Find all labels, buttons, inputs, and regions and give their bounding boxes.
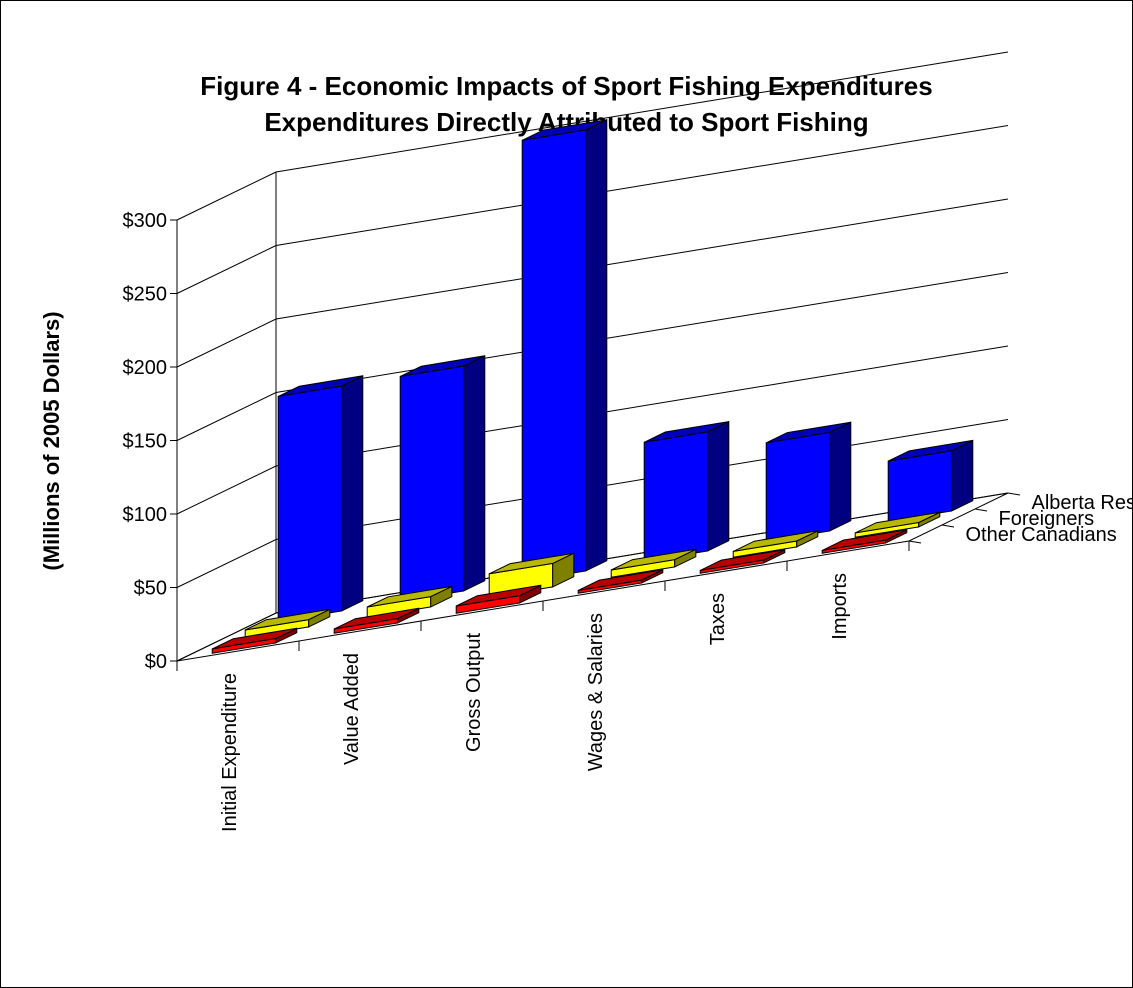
y-tick-label: $150 — [123, 431, 168, 453]
bar-top-face — [366, 585, 453, 608]
y-axis-title: (Millions of 2005 Dollars) — [39, 311, 64, 570]
x-category-label: Value Added — [341, 653, 363, 765]
bar-front-face — [765, 431, 831, 542]
bar-front-face — [887, 450, 953, 522]
bar-side-face — [951, 439, 974, 512]
x-category-label: Initial Expenditure — [219, 673, 241, 832]
bar-foreigners-gross-output — [488, 552, 575, 598]
bar-other-canadians-gross-output — [455, 584, 542, 614]
bar-top-face — [277, 375, 364, 397]
bar-front-face — [277, 385, 343, 622]
x-category-label: Imports — [829, 573, 851, 640]
x-category-label: Taxes — [707, 593, 729, 645]
bar-top-face — [455, 584, 542, 607]
bar-front-face — [521, 129, 587, 582]
bar-top-face — [333, 607, 420, 630]
bar-top-face — [399, 355, 486, 377]
gridline — [176, 198, 1009, 368]
bar-top-face — [643, 421, 730, 443]
bar-alberta-residents-wages-salaries — [643, 420, 730, 562]
x-category-label: Wages & Salaries — [585, 613, 607, 771]
bar-top-face — [244, 608, 331, 631]
bar-side-face — [585, 118, 608, 572]
bar-top-face — [732, 530, 819, 552]
bar-side-face — [463, 355, 486, 592]
x-category-label: Gross Output — [463, 633, 485, 752]
chart-title: Figure 4 - Economic Impacts of Sport Fis… — [200, 71, 933, 101]
bar-alberta-residents-imports — [887, 439, 974, 522]
bar-top-face — [854, 511, 941, 534]
bar-top-face — [521, 119, 608, 141]
series-label-other-canadians: Other Canadians — [966, 524, 1117, 546]
bar-top-face — [610, 548, 697, 571]
bar-foreigners-imports — [854, 511, 941, 538]
bar-foreigners-taxes — [732, 530, 819, 558]
y-tick-label: $250 — [123, 284, 168, 306]
bar-other-canadians-taxes — [699, 548, 786, 574]
y-tick-label: $300 — [123, 210, 168, 232]
bar-alberta-residents-gross-output — [521, 118, 608, 582]
bar-side-face — [829, 421, 852, 532]
bar-front-face — [399, 365, 465, 602]
bar-foreigners-value-added — [366, 585, 453, 618]
bar-other-canadians-imports — [821, 528, 908, 554]
bar-alberta-residents-initial-expenditure — [277, 375, 364, 622]
bar-other-canadians-wages-salaries — [577, 568, 664, 594]
depth-tick-mark — [908, 540, 922, 544]
y-tick-label: $0 — [145, 651, 167, 673]
bar-top-face — [887, 439, 974, 462]
bar-alberta-residents-value-added — [399, 355, 486, 602]
bar-other-canadians-initial-expenditure — [211, 627, 298, 654]
bar-side-face — [707, 420, 730, 552]
y-tick-label: $200 — [123, 357, 168, 379]
bar-top-face — [577, 569, 664, 591]
y-tick-label: $50 — [134, 578, 167, 600]
bar-top-face — [488, 552, 575, 575]
series-label-alberta-residents: Alberta Residents — [1032, 492, 1133, 514]
depth-tick-mark — [974, 508, 988, 512]
bar-other-canadians-value-added — [333, 607, 420, 634]
bar-top-face — [211, 627, 298, 650]
series-label-foreigners: Foreigners — [999, 508, 1095, 530]
gridline — [176, 272, 1009, 441]
gridline — [176, 492, 1009, 662]
bar-top-face — [699, 549, 786, 571]
gridline — [176, 345, 1009, 515]
bar-alberta-residents-taxes — [765, 421, 852, 542]
bar-top-face — [765, 421, 852, 444]
gridline — [176, 51, 1009, 221]
bar-front-face — [643, 431, 709, 562]
gridline — [176, 125, 1009, 294]
bar-side-face — [341, 375, 364, 612]
y-tick-label: $100 — [123, 504, 168, 526]
bar-top-face — [821, 529, 908, 551]
depth-tick-mark — [941, 524, 955, 528]
gridline — [176, 419, 1009, 588]
bar-foreigners-wages-salaries — [610, 548, 697, 578]
depth-tick-mark — [1007, 492, 1021, 496]
